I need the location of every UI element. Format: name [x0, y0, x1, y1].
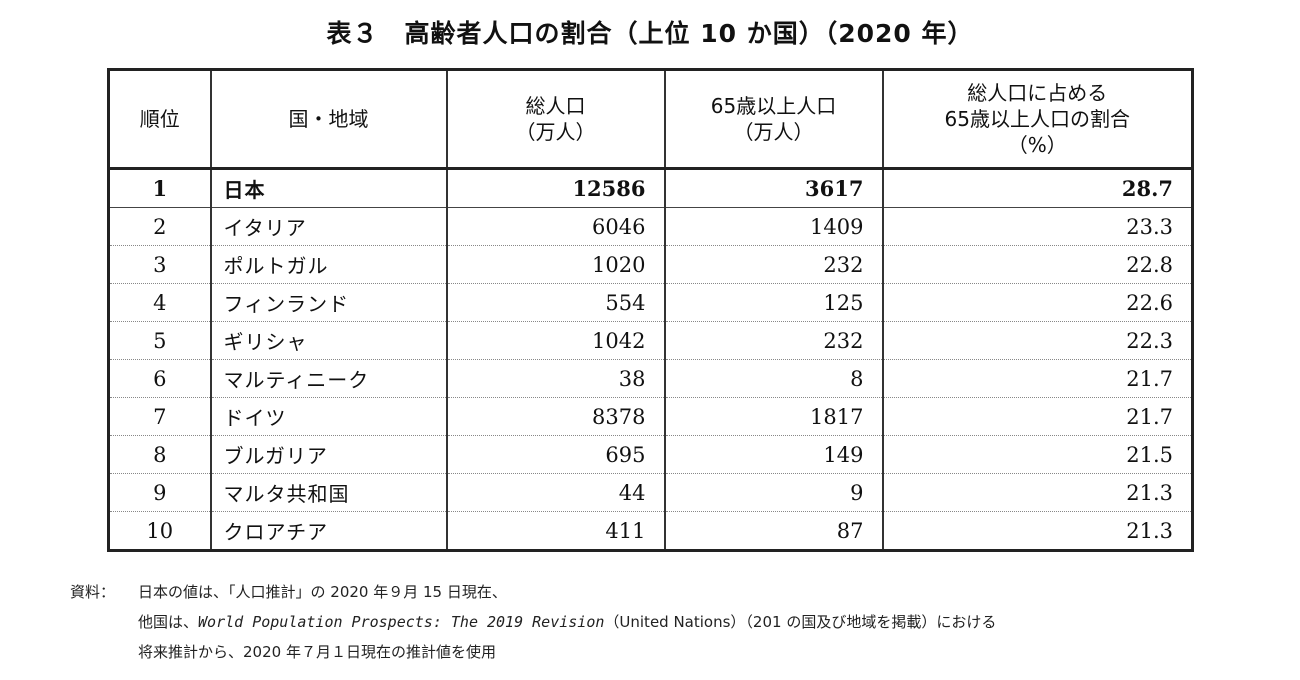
cell-total: 411: [445, 511, 666, 551]
source-line2-suffix: （United Nations）（201 の国及び地域を掲載）における: [604, 613, 997, 631]
cell-rank: 8: [107, 435, 212, 474]
table-header-row: 順位 国・地域 総人口 （万人） 65歳以上人口 （万人） 総人口に占める 65…: [107, 69, 1194, 170]
cell-rank: 4: [107, 283, 212, 322]
cell-country: マルタ共和国: [209, 473, 448, 512]
cell-rank: 1: [107, 168, 212, 208]
table-row: 1 日本 12586 3617 28.7: [107, 168, 1194, 208]
cell-share: 22.6: [881, 283, 1194, 322]
source-line2-prefix: 他国は、: [138, 613, 199, 631]
cell-rank: 7: [107, 397, 212, 436]
cell-share: 28.7: [881, 168, 1194, 208]
cell-elderly: 149: [663, 435, 884, 474]
source-line-1: 資料： 日本の値は、「人口推計」の 2020 年９月 15 日現在、: [70, 577, 996, 607]
cell-total: 8378: [445, 397, 666, 436]
cell-elderly: 232: [663, 321, 884, 360]
header-share-line3: （%）: [1007, 133, 1067, 157]
cell-elderly: 1409: [663, 207, 884, 246]
cell-total: 554: [445, 283, 666, 322]
cell-total: 38: [445, 359, 666, 398]
cell-total: 695: [445, 435, 666, 474]
cell-elderly: 232: [663, 245, 884, 284]
header-share-line2: 65歳以上人口の割合: [944, 107, 1130, 131]
cell-rank: 3: [107, 245, 212, 284]
cell-total: 1042: [445, 321, 666, 360]
source-line-3: 将来推計から、2020 年７月１日現在の推計値を使用: [70, 637, 996, 667]
table-row: 4 フィンランド 554 125 22.6: [107, 283, 1194, 322]
header-elderly-share: 総人口に占める 65歳以上人口の割合 （%）: [881, 69, 1194, 170]
source-note: 資料： 日本の値は、「人口推計」の 2020 年９月 15 日現在、 他国は、Wo…: [70, 577, 996, 667]
cell-country: 日本: [209, 168, 448, 208]
cell-country: クロアチア: [209, 511, 448, 551]
cell-total: 1020: [445, 245, 666, 284]
cell-share: 22.3: [881, 321, 1194, 360]
source-line-2: 他国は、World Population Prospects: The 2019…: [70, 607, 996, 637]
cell-share: 21.7: [881, 359, 1194, 398]
source-publication-title: World Population Prospects: The 2019 Rev…: [198, 613, 605, 631]
cell-elderly: 1817: [663, 397, 884, 436]
table-row: 5 ギリシャ 1042 232 22.3: [107, 321, 1194, 360]
cell-total: 12586: [445, 168, 666, 208]
cell-rank: 9: [107, 473, 212, 512]
cell-country: ドイツ: [209, 397, 448, 436]
cell-elderly: 3617: [663, 168, 884, 208]
table-row: 6 マルティニーク 38 8 21.7: [107, 359, 1194, 398]
table-row: 3 ポルトガル 1020 232 22.8: [107, 245, 1194, 284]
cell-total: 6046: [445, 207, 666, 246]
source-line3-text: 将来推計から、2020 年７月１日現在の推計値を使用: [138, 643, 496, 661]
header-total-line2: （万人）: [515, 120, 596, 144]
header-elderly-population: 65歳以上人口 （万人）: [663, 69, 884, 170]
cell-rank: 6: [107, 359, 212, 398]
header-total-population: 総人口 （万人）: [445, 69, 666, 170]
cell-share: 23.3: [881, 207, 1194, 246]
cell-rank: 5: [107, 321, 212, 360]
cell-elderly: 87: [663, 511, 884, 551]
table-row: 2 イタリア 6046 1409 23.3: [107, 207, 1194, 246]
cell-country: ブルガリア: [209, 435, 448, 474]
header-share-line1: 総人口に占める: [967, 81, 1108, 105]
cell-country: フィンランド: [209, 283, 448, 322]
cell-rank: 10: [107, 511, 212, 551]
cell-country: ポルトガル: [209, 245, 448, 284]
cell-share: 21.3: [881, 473, 1194, 512]
header-rank: 順位: [107, 69, 212, 170]
table-row: 7 ドイツ 8378 1817 21.7: [107, 397, 1194, 436]
cell-share: 22.8: [881, 245, 1194, 284]
header-country: 国・地域: [209, 69, 448, 170]
cell-total: 44: [445, 473, 666, 512]
header-total-line1: 総人口: [525, 94, 586, 118]
cell-share: 21.5: [881, 435, 1194, 474]
header-elderly-line2: （万人）: [733, 120, 814, 144]
source-label: 資料：: [70, 583, 116, 601]
cell-rank: 2: [107, 207, 212, 246]
cell-elderly: 8: [663, 359, 884, 398]
page-title: 表３ 高齢者人口の割合（上位 10 か国）（2020 年）: [326, 19, 974, 48]
cell-country: マルティニーク: [209, 359, 448, 398]
table-row: 9 マルタ共和国 44 9 21.3: [107, 473, 1194, 512]
source-line1-text: 日本の値は、「人口推計」の 2020 年９月 15 日現在、: [138, 583, 507, 601]
cell-share: 21.7: [881, 397, 1194, 436]
header-elderly-line1: 65歳以上人口: [710, 94, 837, 118]
cell-country: ギリシャ: [209, 321, 448, 360]
cell-share: 21.3: [881, 511, 1194, 551]
elderly-population-table: 順位 国・地域 総人口 （万人） 65歳以上人口 （万人） 総人口に占める 65…: [107, 68, 1194, 552]
cell-country: イタリア: [209, 207, 448, 246]
cell-elderly: 125: [663, 283, 884, 322]
table-row: 8 ブルガリア 695 149 21.5: [107, 435, 1194, 474]
table-row: 10 クロアチア 411 87 21.3: [107, 511, 1194, 551]
cell-elderly: 9: [663, 473, 884, 512]
